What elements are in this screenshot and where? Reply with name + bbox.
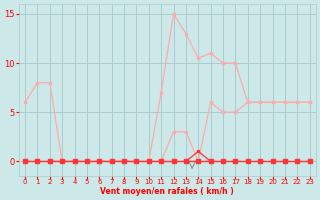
X-axis label: Vent moyen/en rafales ( km/h ): Vent moyen/en rafales ( km/h ) xyxy=(100,187,234,196)
